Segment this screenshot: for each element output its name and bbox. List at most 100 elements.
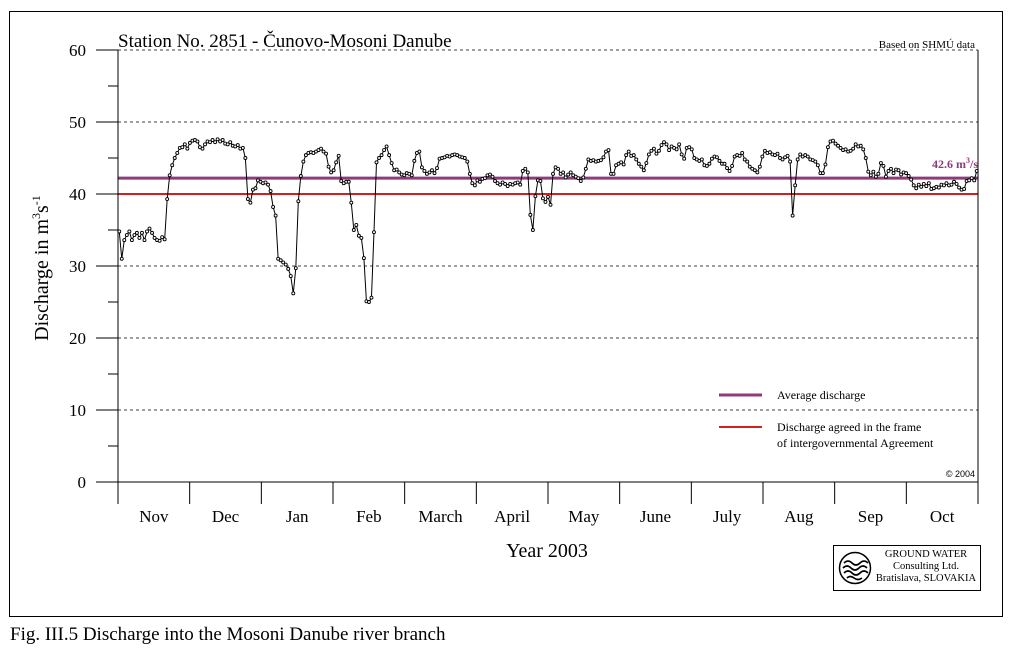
discharge-point bbox=[576, 176, 581, 181]
discharge-point bbox=[838, 145, 843, 150]
discharge-point bbox=[235, 143, 240, 147]
ground-water-logo-text: GROUND WATER Consulting Ltd. Bratislava, S… bbox=[875, 549, 977, 584]
legend: Average discharge Discharge agreed in th… bbox=[719, 388, 934, 450]
discharge-point bbox=[518, 182, 523, 187]
discharge-point bbox=[379, 153, 384, 158]
discharge-point bbox=[170, 163, 175, 168]
discharge-point bbox=[162, 237, 167, 242]
discharge-point bbox=[129, 238, 134, 243]
discharge-point bbox=[722, 161, 727, 166]
discharge-point bbox=[725, 166, 730, 171]
grid-lines bbox=[118, 49, 978, 411]
discharge-point bbox=[646, 152, 651, 157]
discharge-point bbox=[210, 138, 215, 142]
discharge-point bbox=[662, 140, 666, 145]
discharge-point bbox=[886, 169, 891, 173]
discharge-point bbox=[142, 238, 147, 243]
discharge-point bbox=[268, 189, 273, 194]
discharge-point bbox=[369, 295, 374, 300]
discharge-point bbox=[775, 151, 780, 156]
discharge-point bbox=[397, 170, 402, 175]
discharge-point bbox=[909, 177, 914, 182]
discharge-point bbox=[957, 185, 962, 190]
discharge-point bbox=[288, 274, 293, 279]
discharge-point bbox=[240, 145, 245, 150]
reference-lines bbox=[118, 176, 978, 195]
discharge-point bbox=[339, 179, 344, 183]
discharge-point bbox=[936, 185, 941, 190]
y-axis-label: Discharge in m3s-1 bbox=[29, 195, 53, 341]
discharge-point bbox=[836, 143, 840, 148]
discharge-point bbox=[528, 212, 533, 217]
discharge-point bbox=[172, 156, 177, 160]
discharge-point bbox=[639, 164, 644, 169]
discharge-point bbox=[767, 150, 772, 155]
discharge-point bbox=[266, 182, 271, 187]
y-tick-label: 20 bbox=[69, 329, 86, 348]
discharge-point bbox=[134, 230, 139, 235]
discharge-point bbox=[538, 179, 543, 183]
x-tick-label: May bbox=[568, 507, 600, 526]
discharge-point bbox=[465, 159, 470, 164]
discharge-point bbox=[889, 166, 893, 171]
discharge-point bbox=[911, 183, 916, 188]
discharge-point bbox=[563, 175, 568, 180]
discharge-point bbox=[737, 153, 742, 158]
axes: 0 10 20 30 40 50 60 Nov Dec Jan Feb March April May Ju… bbox=[69, 41, 979, 526]
legend-agreed-label: Discharge agreed in the frame of intergov… bbox=[777, 420, 934, 450]
discharge-point bbox=[924, 184, 929, 189]
y-tick-label: 0 bbox=[78, 473, 87, 492]
y-tick-label: 60 bbox=[69, 41, 86, 60]
discharge-point bbox=[127, 229, 132, 234]
x-tick-label: Jan bbox=[286, 507, 309, 526]
discharge-point bbox=[904, 171, 909, 176]
discharge-point bbox=[546, 194, 550, 199]
discharge-point bbox=[281, 260, 286, 265]
y-tick-label: 10 bbox=[69, 401, 86, 420]
discharge-point bbox=[621, 162, 626, 167]
discharge-point bbox=[200, 146, 205, 151]
discharge-point bbox=[541, 196, 545, 201]
discharge-point bbox=[152, 235, 157, 240]
discharge-point bbox=[422, 169, 427, 173]
discharge-point bbox=[798, 152, 803, 157]
discharge-point bbox=[843, 147, 848, 152]
discharge-point bbox=[225, 142, 230, 147]
discharge-point bbox=[699, 157, 704, 162]
discharge-point bbox=[677, 142, 682, 147]
discharge-point bbox=[626, 149, 631, 154]
discharge-point bbox=[876, 171, 881, 176]
discharge-point bbox=[813, 159, 818, 164]
discharge-point bbox=[969, 176, 974, 181]
discharge-point bbox=[581, 175, 586, 180]
legend-agreed-line1: Discharge agreed in the frame bbox=[777, 420, 921, 434]
legend-agreed-line2: of intergovernmental Agreement bbox=[777, 436, 934, 450]
discharge-point bbox=[296, 199, 301, 204]
discharge-point bbox=[477, 179, 482, 184]
discharge-point bbox=[601, 155, 606, 160]
discharge-point bbox=[165, 197, 170, 201]
discharge-point bbox=[853, 142, 858, 147]
copyright-note: © 2004 bbox=[946, 469, 975, 479]
x-axis-label: Year 2003 bbox=[506, 540, 588, 562]
discharge-point bbox=[881, 163, 886, 168]
discharge-point bbox=[659, 143, 664, 147]
discharge-point bbox=[972, 178, 977, 183]
discharge-point bbox=[157, 238, 162, 243]
discharge-point bbox=[470, 181, 475, 186]
discharge-point bbox=[182, 142, 187, 147]
discharge-point bbox=[132, 233, 137, 237]
discharge-point bbox=[820, 171, 825, 176]
discharge-point bbox=[147, 226, 152, 231]
discharge-point bbox=[644, 161, 649, 165]
discharge-point bbox=[866, 169, 871, 174]
discharge-point bbox=[793, 183, 798, 188]
discharge-point bbox=[707, 161, 712, 166]
discharge-point bbox=[752, 168, 757, 173]
discharge-point bbox=[551, 171, 555, 176]
y-tick-label: 50 bbox=[69, 113, 86, 132]
discharge-point bbox=[949, 182, 954, 187]
discharge-point bbox=[488, 172, 492, 177]
discharge-point bbox=[954, 181, 959, 186]
discharge-point bbox=[687, 145, 692, 150]
